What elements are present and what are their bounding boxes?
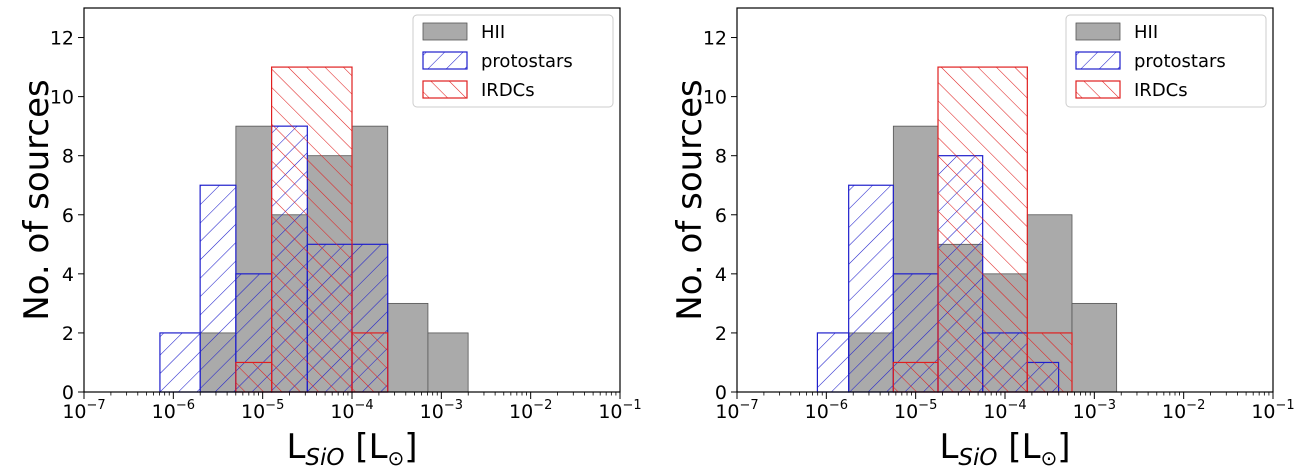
legend-label-hii: HII [1134,22,1158,43]
legend-swatch-protostars [422,51,468,70]
histogram-chart-left: 0 2 4 6 8 10 12 10−7 10−6 10−5 10−4 10−3 10−2 10−1 No.… [17,7,642,471]
histogram-chart-right: 0 2 4 6 8 10 12 10−7 10−6 10−5 10−4 10−3 10−2 10−1 No.… [670,7,1295,471]
y-tick-label: 4 [62,264,74,286]
bar-irdcs [235,361,273,393]
x-tick-label: 10−3 [1073,398,1116,423]
bar-hii [387,302,429,393]
y-tick-label: 4 [715,264,727,286]
legend-swatch-hii [1075,22,1121,41]
x-tick-label: 10−2 [1162,398,1205,423]
x-tick-label: 10−1 [598,398,641,423]
x-tick-label: 10−4 [330,398,373,423]
x-tick-label: 10−7 [62,398,105,423]
x-tick-label: 10−7 [715,398,758,423]
bar-protostars [199,184,237,393]
x-tick-label: 10−2 [509,398,552,423]
x-tick-label: 10−4 [983,398,1026,423]
y-tick-label: 10 [50,87,74,109]
y-tick-label: 0 [715,382,727,404]
y-tick-label: 6 [62,205,74,227]
bar-protostars [159,332,201,393]
legend-label-hii: HII [481,22,505,43]
legend-swatch-irdcs [422,80,468,99]
bar-protostars [816,332,850,393]
histogram-panel-right: 0 2 4 6 8 10 12 10−7 10−6 10−5 10−4 10−3 10−2 10−1 No.… [653,0,1306,471]
legend-label-irdcs: IRDCs [1134,80,1188,101]
legend-label-protostars: protostars [481,51,573,72]
y-tick-label: 2 [715,323,727,345]
y-tick-label: 10 [703,87,727,109]
x-tick-label: 10−3 [420,398,463,423]
bar-irdcs [892,361,939,393]
legend: HII protostars IRDCs [412,14,614,108]
bar-irdcs [1026,332,1073,393]
x-tick-label: 10−6 [152,398,195,423]
bar-protostars [848,184,894,393]
y-tick-label: 8 [62,146,74,168]
series-irdcs-bars [235,66,389,393]
y-tick-label: 2 [62,323,74,345]
x-tick-label: 10−6 [805,398,848,423]
legend: HII protostars IRDCs [1065,14,1267,108]
legend-swatch-protostars [1075,51,1121,70]
legend-swatch-hii [422,22,468,41]
y-tick-label: 12 [703,28,727,50]
histogram-panel-left: 0 2 4 6 8 10 12 10−7 10−6 10−5 10−4 10−3 10−2 10−1 No.… [0,0,653,471]
bar-hii [427,332,469,393]
x-tick-label: 10−1 [1251,398,1294,423]
x-tick-label: 10−5 [241,398,284,423]
bar-irdcs [271,66,353,393]
bar-irdcs [937,66,1028,393]
y-tick-label: 0 [62,382,74,404]
x-axis-label: LSiO [L⊙] [939,427,1070,470]
bar-irdcs [351,332,389,393]
x-tick-label: 10−5 [894,398,937,423]
y-axis-label: No. of sources [17,79,57,320]
y-axis-label: No. of sources [670,79,710,320]
y-tick-label: 12 [50,28,74,50]
series-irdcs-bars [892,66,1073,393]
legend-label-irdcs: IRDCs [481,80,535,101]
y-tick-label: 6 [715,205,727,227]
bar-hii [1071,302,1118,393]
legend-label-protostars: protostars [1134,51,1226,72]
y-tick-label: 8 [715,146,727,168]
x-axis-label: LSiO [L⊙] [286,427,417,470]
legend-swatch-irdcs [1075,80,1121,99]
